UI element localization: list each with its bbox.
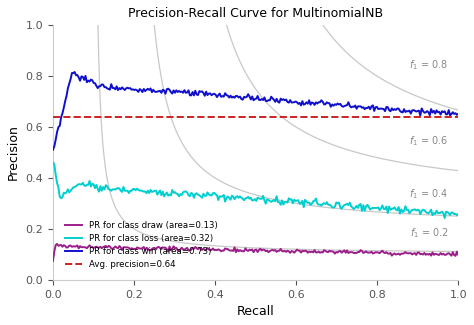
Text: $f_1$ = 0.6: $f_1$ = 0.6: [409, 134, 448, 148]
Text: $f_1$ = 0.2: $f_1$ = 0.2: [410, 226, 448, 240]
Title: Precision-Recall Curve for MultinomialNB: Precision-Recall Curve for MultinomialNB: [128, 7, 383, 20]
Legend: PR for class draw (area=0.13), PR for class loss (area=0.32), PR for class win (: PR for class draw (area=0.13), PR for cl…: [61, 217, 221, 273]
Text: $f_1$ = 0.4: $f_1$ = 0.4: [409, 188, 448, 202]
Text: $f_1$ = 0.8: $f_1$ = 0.8: [409, 58, 448, 72]
X-axis label: Recall: Recall: [237, 305, 274, 318]
Y-axis label: Precision: Precision: [7, 124, 20, 180]
